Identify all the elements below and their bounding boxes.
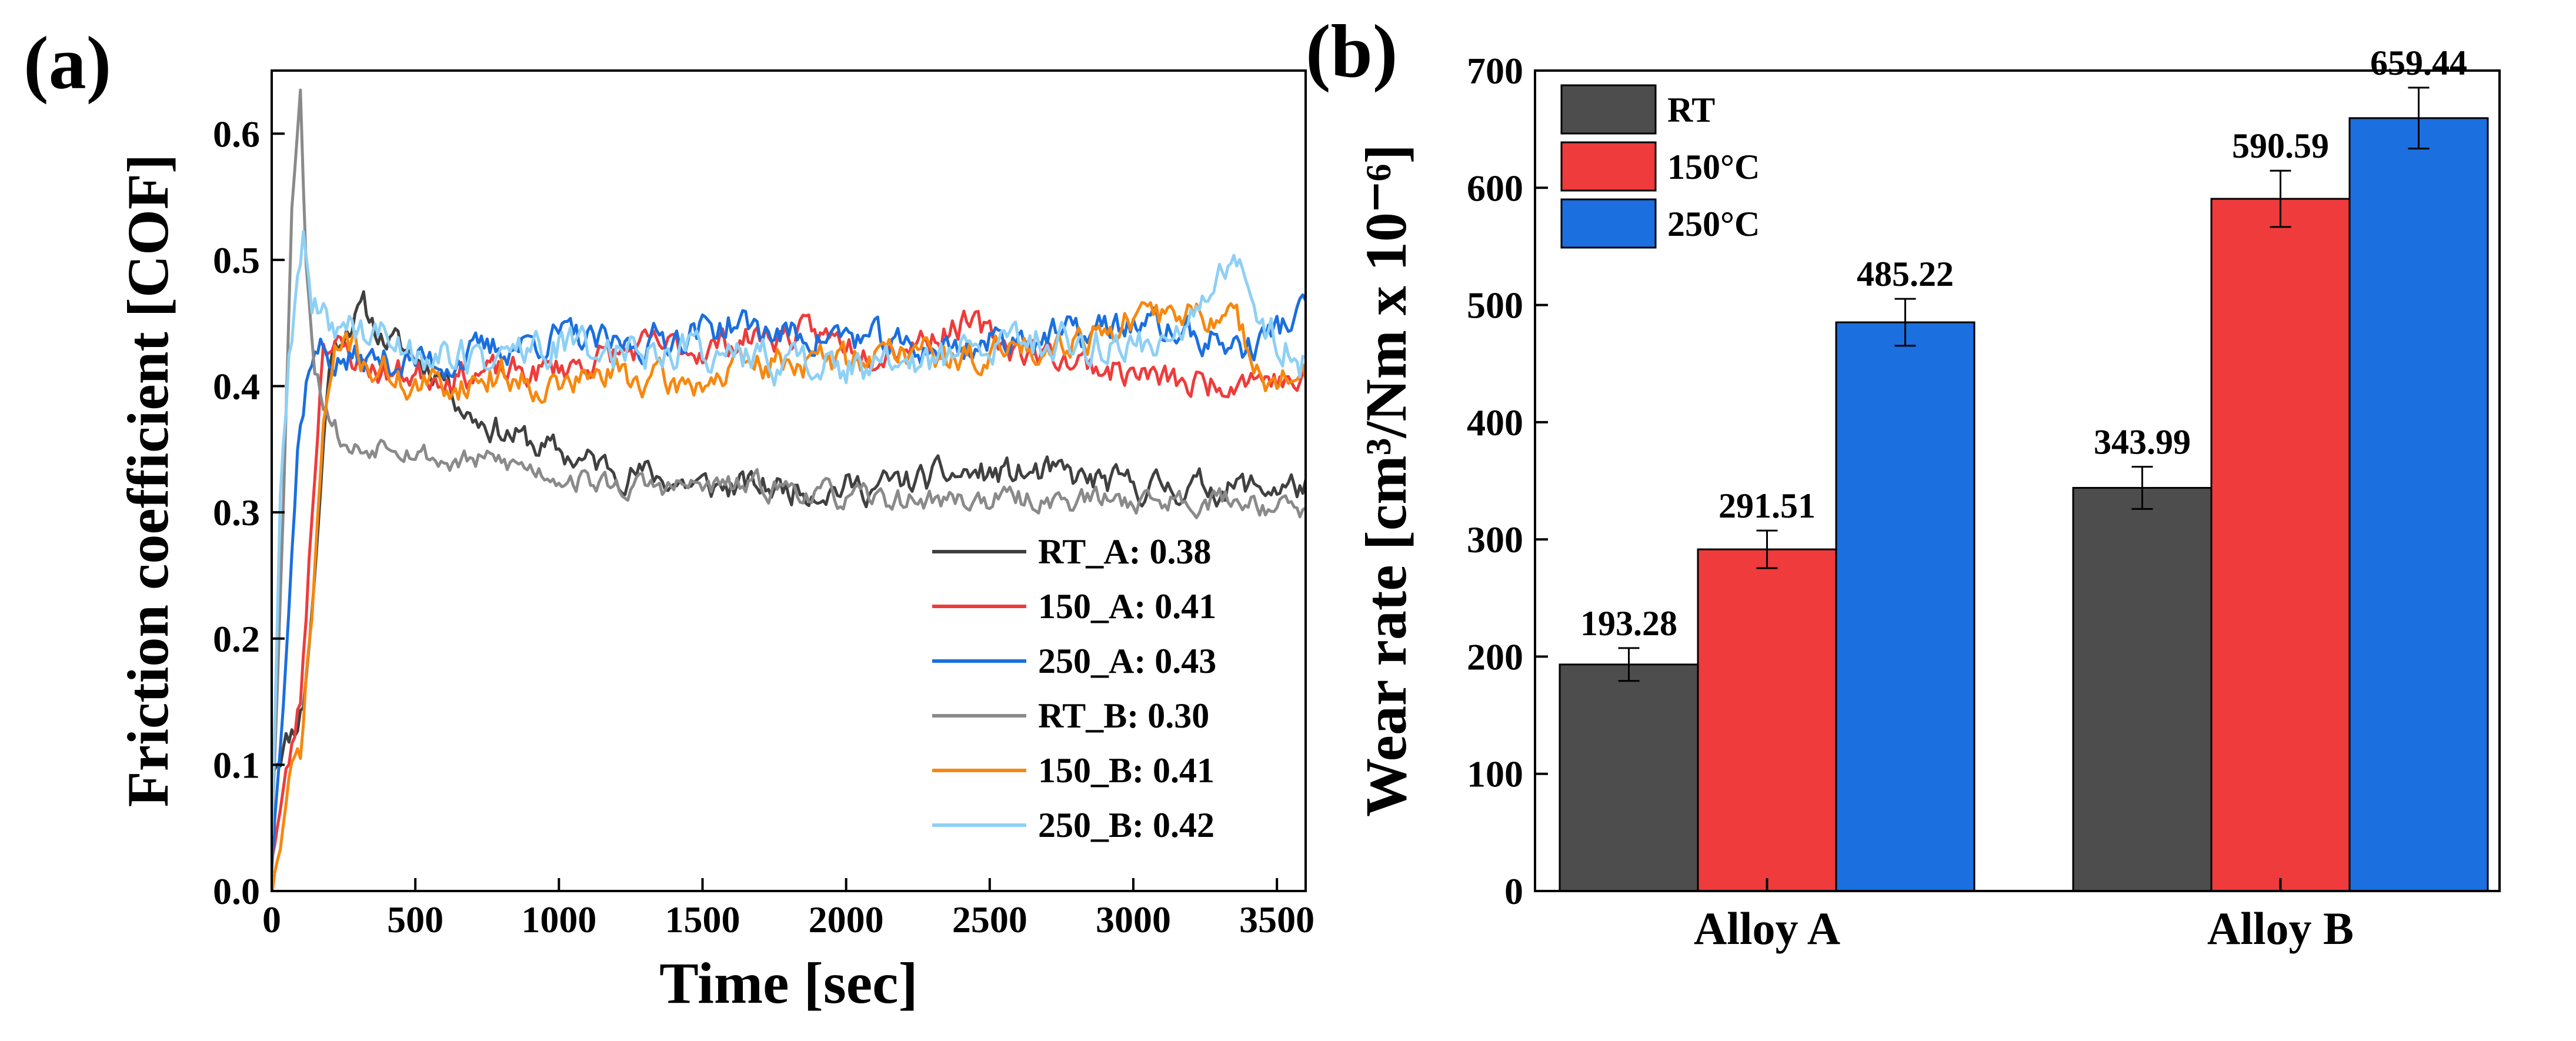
bar <box>2210 198 2351 892</box>
panel-a-x-axis-title: Time [sec] <box>659 950 918 1016</box>
x-tick-label: 1000 <box>521 899 596 940</box>
legend-label: 250_B: 0.42 <box>1038 806 1214 845</box>
y-tick-label: 0.0 <box>213 870 260 912</box>
series-line-5 <box>272 301 1306 891</box>
y-tick-label: 0.1 <box>213 744 260 786</box>
panel-a-lines <box>272 88 1306 891</box>
data-label: 343.99 <box>2094 423 2191 462</box>
legend-label: 150°C <box>1667 148 1760 186</box>
legend-label: RT_A: 0.38 <box>1038 532 1212 571</box>
panel-b-frame <box>1534 69 2501 892</box>
panel-b-bars: 193.28 343.99 291.51 590.59 485.22 659.44 <box>1559 44 2489 892</box>
bar <box>1697 548 1837 892</box>
legend-label: 250_A: 0.43 <box>1038 642 1216 680</box>
data-label: 291.51 <box>1719 486 1816 525</box>
legend-swatch <box>1560 198 1657 249</box>
y-tick-label: 500 <box>1467 285 1523 326</box>
panel-b: (b) 193.28 343.99 291.51 590.59 485.22 659.44… <box>1306 9 2501 954</box>
y-tick-label: 200 <box>1467 636 1523 678</box>
series-line-6 <box>272 230 1306 836</box>
x-tick-label: 1500 <box>665 899 740 940</box>
panel-a-y-axis-title: Friction coefficient [COF] <box>115 154 181 808</box>
panel-b-y-axis: 0 100 200 300 400 500 600 700 <box>1467 50 1548 912</box>
legend-label: 150_B: 0.41 <box>1038 751 1214 790</box>
legend-label: 150_A: 0.41 <box>1038 587 1216 626</box>
y-tick-label: 100 <box>1467 753 1523 795</box>
y-tick-label: 300 <box>1467 519 1523 560</box>
y-tick-label: 0.3 <box>213 492 260 533</box>
panel-a-y-axis: 0.0 0.1 0.2 0.3 0.4 0.5 0.6 <box>213 113 285 912</box>
data-label: 193.28 <box>1580 604 1677 643</box>
panel-b-y-axis-title: Wear rate [cm³/Nm x 10⁻⁶] <box>1353 144 1419 817</box>
y-tick-label: 0.6 <box>213 113 260 155</box>
bar <box>2348 117 2489 892</box>
legend-label: RT <box>1667 91 1715 129</box>
category-label: Alloy A <box>1694 903 1840 954</box>
y-tick-label: 600 <box>1467 167 1523 209</box>
series-line-1 <box>272 290 1306 773</box>
data-label: 659.44 <box>2370 44 2467 82</box>
x-tick-label: 500 <box>387 899 443 940</box>
panel-b-x-axis: Alloy A Alloy B <box>1694 878 2354 954</box>
legend-label: RT_B: 0.30 <box>1038 696 1209 735</box>
y-tick-label: 0.4 <box>213 366 260 408</box>
data-label: 485.22 <box>1857 255 1954 293</box>
category-label: Alloy B <box>2207 903 2354 954</box>
panel-b-label: (b) <box>1306 9 1397 93</box>
panel-a-x-axis: 0 500 1000 1500 2000 2500 3000 3500 <box>262 878 1314 940</box>
bar <box>1559 663 1699 892</box>
legend-swatch <box>1560 141 1657 192</box>
legend-swatch <box>1560 84 1657 135</box>
series-line-4 <box>272 88 1306 833</box>
y-tick-label: 0.5 <box>213 239 260 281</box>
y-tick-label: 400 <box>1467 402 1523 443</box>
x-tick-label: 0 <box>262 899 281 940</box>
bar <box>1835 321 1976 892</box>
panel-a-label: (a) <box>24 21 111 105</box>
panel-b-legend: RT 150°C 250°C <box>1560 84 1760 249</box>
panel-a-legend: RT_A: 0.38 150_A: 0.41 250_A: 0.43 RT_B: 0.… <box>932 532 1216 845</box>
data-label: 590.59 <box>2232 126 2329 165</box>
y-tick-label: 0 <box>1504 870 1523 912</box>
x-tick-label: 3000 <box>1096 899 1171 940</box>
bar <box>2072 486 2213 892</box>
x-tick-label: 2500 <box>952 899 1027 940</box>
legend-label: 250°C <box>1667 205 1760 243</box>
y-tick-label: 700 <box>1467 50 1523 92</box>
x-tick-label: 2000 <box>809 899 884 940</box>
y-tick-label: 0.2 <box>213 618 260 660</box>
x-tick-label: 3500 <box>1239 899 1314 940</box>
panel-a: (a) 0 500 1000 1500 2000 2500 3000 3500 0.00.10… <box>24 21 1314 1016</box>
panel-a-frame <box>271 69 1307 892</box>
